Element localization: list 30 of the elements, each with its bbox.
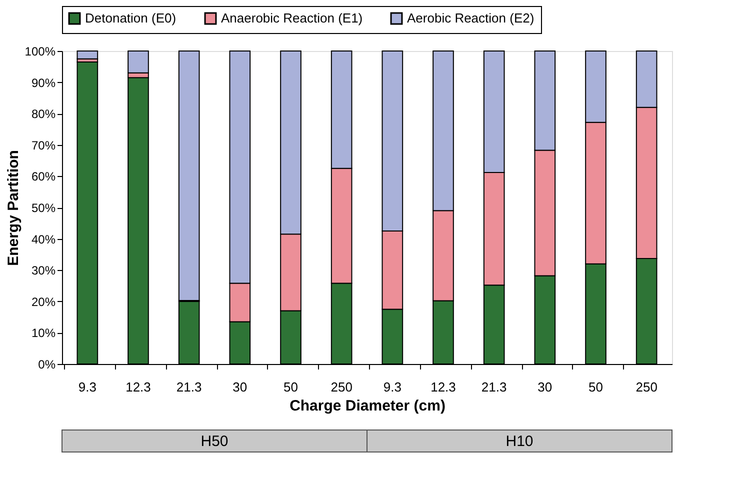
y-tick-label: 60% [31,170,56,184]
y-tick-label: 30% [31,264,56,278]
y-tick-label: 50% [31,201,56,215]
text: H50 [200,433,228,450]
y-tick-label: 80% [31,107,56,122]
x-tick-label: 30 [232,380,248,394]
x-axis-title: Charge Diameter (cm) [290,398,446,414]
y-tick-label: 20% [31,294,56,309]
x-tick-label: 250 [330,380,352,394]
x-tick-label: 30 [538,380,552,394]
legend-label: Detonation (E0) [85,10,176,26]
y-tick-label: 40% [31,232,56,246]
y-tick-label: 0% [38,358,56,372]
y-tick-label: 100% [24,44,56,58]
text: H10 [506,433,534,450]
x-tick-label: 9.3 [383,380,402,394]
x-tick-label: 21.3 [481,380,507,394]
x-tick-label: 250 [636,380,658,394]
legend-label: Anaerobic Reaction (E1) [221,10,363,26]
x-tick-label: 12.3 [126,380,151,394]
y-tick-label: 70% [31,138,56,152]
x-tick-label: 21.3 [176,380,202,394]
y-tick-label: 90% [31,76,56,90]
x-tick-label: 50 [284,380,298,394]
legend-label: Aerobic Reaction (E2) [407,10,534,26]
x-tick-label: 12.3 [430,380,456,394]
x-tick-label: 9.3 [78,380,96,394]
y-tick-label: 10% [31,326,56,340]
y-axis-title: Energy Partition [4,150,22,266]
x-tick-label: 50 [588,380,603,394]
